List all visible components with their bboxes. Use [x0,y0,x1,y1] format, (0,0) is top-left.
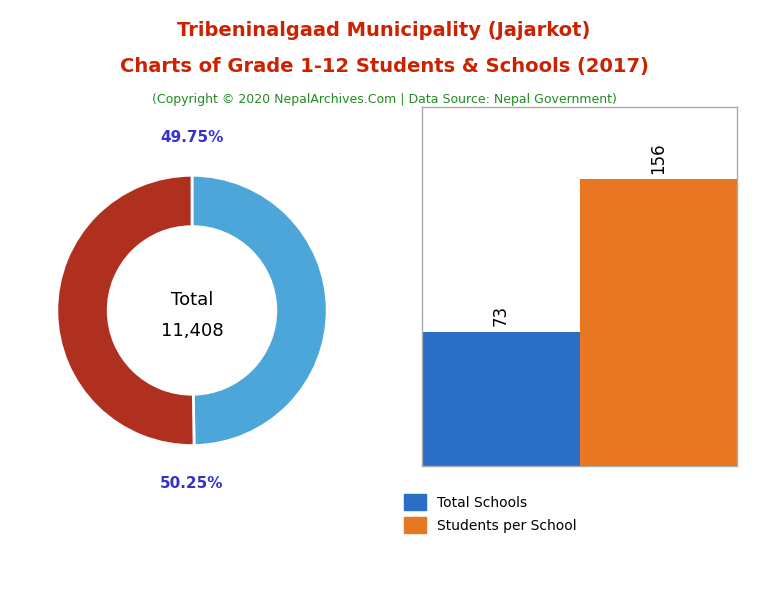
Text: Tribeninalgaad Municipality (Jajarkot): Tribeninalgaad Municipality (Jajarkot) [177,21,591,40]
Legend: Total Schools, Students per School: Total Schools, Students per School [404,494,577,533]
Text: 50.25%: 50.25% [161,476,223,491]
Text: 49.75%: 49.75% [161,130,223,145]
Text: 11,408: 11,408 [161,322,223,340]
Wedge shape [57,176,194,445]
Bar [580,179,737,466]
Text: 73: 73 [492,305,510,326]
Wedge shape [192,176,327,445]
Bar [422,331,580,466]
Text: 156: 156 [650,142,667,174]
Text: Total: Total [170,291,214,309]
Text: Charts of Grade 1-12 Students & Schools (2017): Charts of Grade 1-12 Students & Schools … [120,57,648,76]
Text: (Copyright © 2020 NepalArchives.Com | Data Source: Nepal Government): (Copyright © 2020 NepalArchives.Com | Da… [151,93,617,106]
